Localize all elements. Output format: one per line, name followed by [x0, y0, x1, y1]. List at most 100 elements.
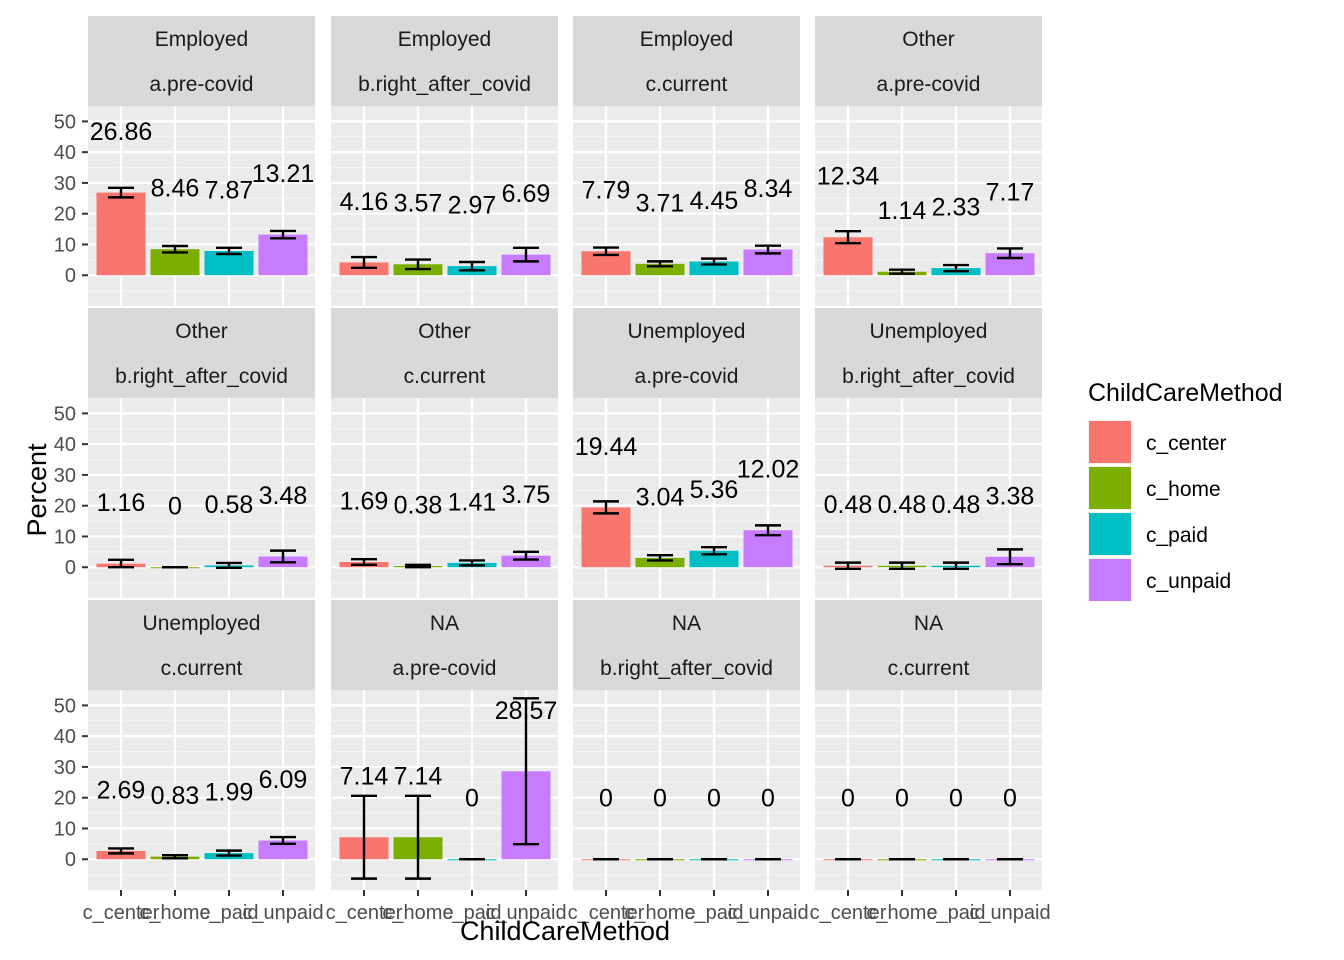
error-bar	[889, 268, 915, 275]
strip-label: Other	[418, 320, 471, 343]
strip-background	[331, 16, 558, 61]
value-label: 2.33	[932, 194, 981, 222]
error-bar	[216, 246, 242, 256]
y-tick-label: 50	[54, 695, 76, 717]
error-bar	[405, 794, 431, 880]
strip-background	[815, 645, 1042, 690]
x-tick-label: c_unpaid	[727, 902, 808, 924]
x-tick-label: c_home	[139, 902, 210, 924]
value-label: 7.14	[340, 763, 389, 791]
value-label: 26.86	[90, 118, 153, 146]
strip-label: Unemployed	[143, 612, 261, 635]
value-label: 3.04	[636, 483, 685, 511]
error-bar	[835, 561, 861, 570]
error-bar	[513, 697, 539, 846]
value-label: 6.69	[502, 180, 551, 208]
value-label: 0.48	[824, 491, 873, 519]
error-bar	[889, 561, 915, 570]
error-bar	[405, 563, 431, 569]
strip-label: c.current	[161, 657, 243, 680]
error-bar	[270, 549, 296, 564]
x-tick-label: c_center	[83, 902, 160, 924]
bar-c_home	[635, 263, 685, 276]
error-bar	[943, 561, 969, 570]
strip-background	[88, 16, 315, 61]
panel-background	[815, 690, 1042, 890]
x-tick-label: c_home	[866, 902, 937, 924]
facet-panel: Employed b.right_after_covid 4.16 3.57 2.97 6…	[331, 16, 558, 306]
strip-label: a.pre-covid	[150, 73, 254, 96]
y-tick-label: 10	[54, 234, 76, 256]
x-tick-label: c_paid	[443, 902, 502, 924]
strip-label: Employed	[640, 28, 733, 51]
error-bar	[755, 244, 781, 255]
strip-label: Employed	[155, 28, 248, 51]
strip-label: b.right_after_covid	[115, 365, 288, 388]
value-label: 7.14	[394, 763, 443, 791]
error-bar	[701, 257, 727, 266]
bar-c_center	[581, 251, 631, 276]
error-bar	[270, 229, 296, 240]
value-label: 5.36	[690, 476, 739, 504]
y-tick-label: 30	[54, 173, 76, 195]
error-bar	[593, 246, 619, 257]
strip-label: a.pre-covid	[877, 73, 981, 96]
error-bar	[351, 558, 377, 566]
error-bar	[108, 847, 134, 855]
error-bar	[647, 554, 673, 562]
strip-label: b.right_after_covid	[842, 365, 1015, 388]
strip-label: c.current	[888, 657, 970, 680]
value-label: 8.46	[151, 175, 200, 203]
bar-c_center	[96, 192, 146, 276]
strip-background	[815, 61, 1042, 106]
bar-c_unpaid	[501, 555, 551, 568]
error-bar	[108, 186, 134, 199]
axes: 0 10 20 30 40 50 0 10 20 30 40 50 0 10 20 30 40 50 c_cente…	[54, 111, 1051, 924]
error-bar	[513, 246, 539, 263]
error-bar	[513, 550, 539, 561]
error-bar	[997, 247, 1023, 260]
y-tick-label: 50	[54, 111, 76, 133]
value-label: 13.21	[252, 160, 315, 188]
x-tick-label: c_home	[382, 902, 453, 924]
legend-label: c_paid	[1146, 524, 1208, 547]
value-label: 0.38	[394, 492, 443, 520]
value-label: 2.69	[97, 776, 146, 804]
y-tick-label: 0	[65, 557, 76, 579]
value-label: 3.75	[502, 481, 551, 509]
value-label: 0	[761, 785, 775, 813]
value-label: 0	[653, 785, 667, 813]
strip-label: Unemployed	[870, 320, 988, 343]
value-label: 1.41	[448, 488, 497, 516]
error-bar	[459, 559, 485, 567]
value-label: 0	[895, 785, 909, 813]
legend-title: ChildCareMethod	[1088, 379, 1283, 407]
value-label: 12.34	[817, 163, 880, 191]
facet-panel: NA c.current 0 0 0 0	[815, 600, 1042, 890]
value-label: 0.48	[932, 491, 981, 519]
error-bar	[108, 558, 134, 569]
value-label: 0.58	[205, 491, 254, 519]
strip-background	[815, 600, 1042, 645]
error-bar	[647, 260, 673, 268]
value-label: 1.16	[97, 489, 146, 517]
facet-panel: NA a.pre-covid 7.14 7.14 0 28.57	[331, 600, 558, 890]
value-label: 7.17	[986, 179, 1035, 207]
error-bar	[943, 263, 969, 273]
value-label: 7.79	[582, 177, 631, 205]
error-bar	[216, 849, 242, 857]
error-bar	[216, 561, 242, 570]
value-label: 3.38	[986, 482, 1035, 510]
legend-label: c_home	[1146, 478, 1221, 501]
strip-label: a.pre-covid	[635, 365, 739, 388]
strip-label: NA	[914, 612, 943, 635]
value-label: 3.71	[636, 189, 685, 217]
value-label: 8.34	[744, 175, 793, 203]
value-label: 0	[599, 785, 613, 813]
y-tick-label: 40	[54, 434, 76, 456]
error-bar	[835, 230, 861, 245]
panel-background	[573, 690, 800, 890]
strip-background	[88, 600, 315, 645]
bar-c_center	[96, 850, 146, 860]
